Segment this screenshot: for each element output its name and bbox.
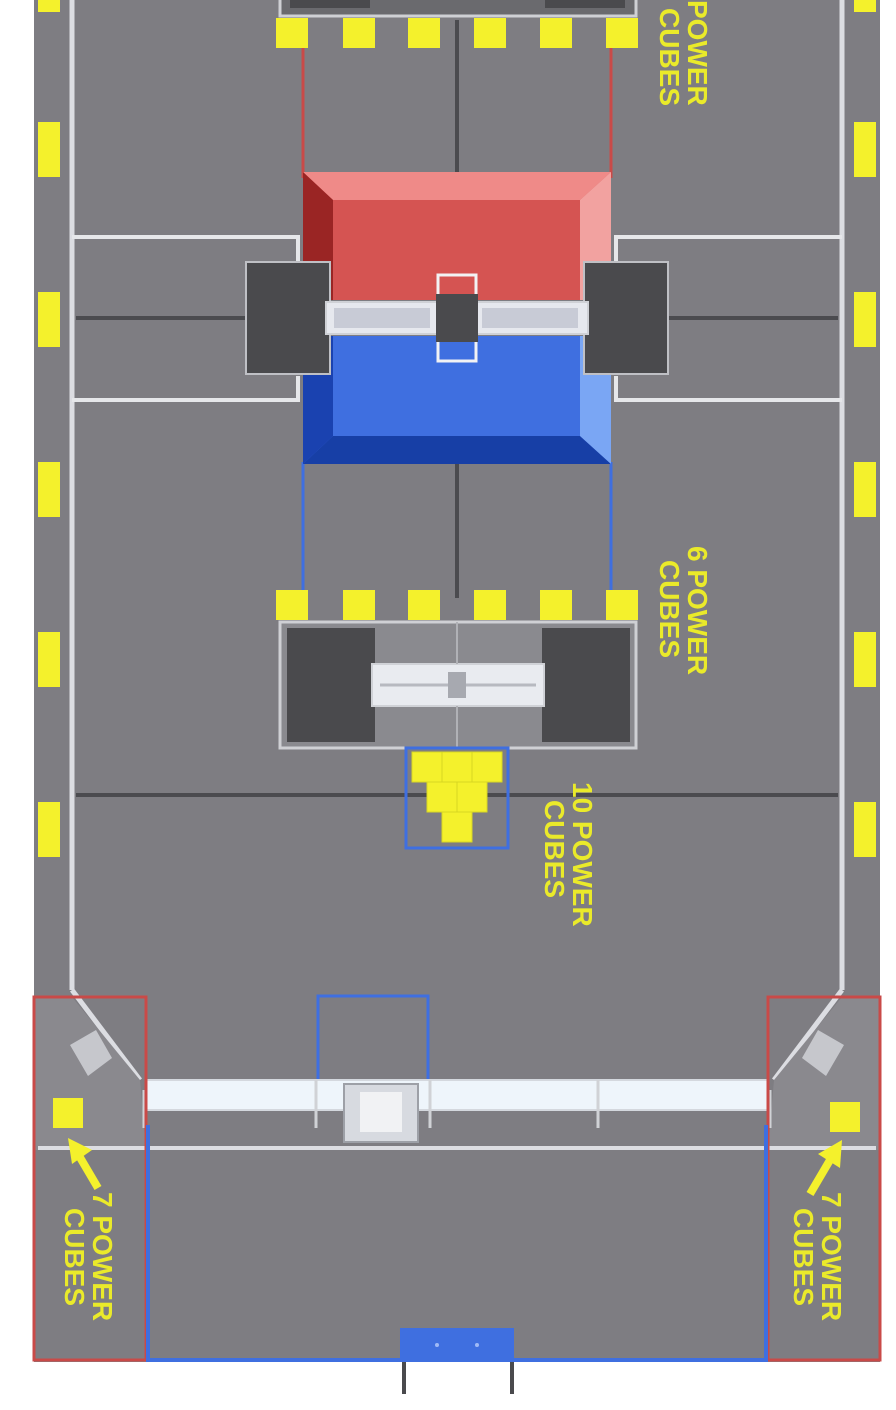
label-left-corner-line2: CUBES (59, 1208, 90, 1306)
label-pyramid-line1: 10 POWER (567, 782, 598, 927)
side-rails (69, 0, 845, 1082)
label-near-switch-line1: 6 POWER (682, 546, 713, 675)
null-territory-lines (72, 235, 842, 402)
arrow-right-icon (806, 1140, 842, 1197)
label-pyramid-line2: CUBES (539, 800, 570, 898)
label-right-corner-line1: 7 POWER (816, 1192, 847, 1321)
label-near-switch-line2: CUBES (654, 560, 685, 658)
cube-pyramid (411, 751, 503, 843)
arrow-left-icon (68, 1138, 102, 1191)
scale-arm (245, 261, 669, 375)
cube-pyramid-zone (404, 746, 510, 850)
label-right-corner-line2: CUBES (788, 1208, 819, 1306)
label-top-cubes-line2: CUBES (654, 8, 685, 106)
near-switch-cubes (276, 590, 638, 620)
driver-console (400, 1328, 514, 1394)
scale-blue-platform (303, 336, 611, 464)
label-top-cubes-line1: POWER (682, 0, 713, 106)
label-left-corner-line1: 7 POWER (87, 1192, 118, 1321)
far-switch (278, 0, 638, 18)
far-switch-cubes (276, 18, 638, 48)
near-switch (278, 620, 638, 750)
auto-lines (301, 45, 613, 590)
wall-markers (38, 0, 876, 857)
corner-cubes (53, 1098, 860, 1132)
scale-red-platform (303, 172, 611, 300)
alliance-wall (142, 1079, 772, 1143)
